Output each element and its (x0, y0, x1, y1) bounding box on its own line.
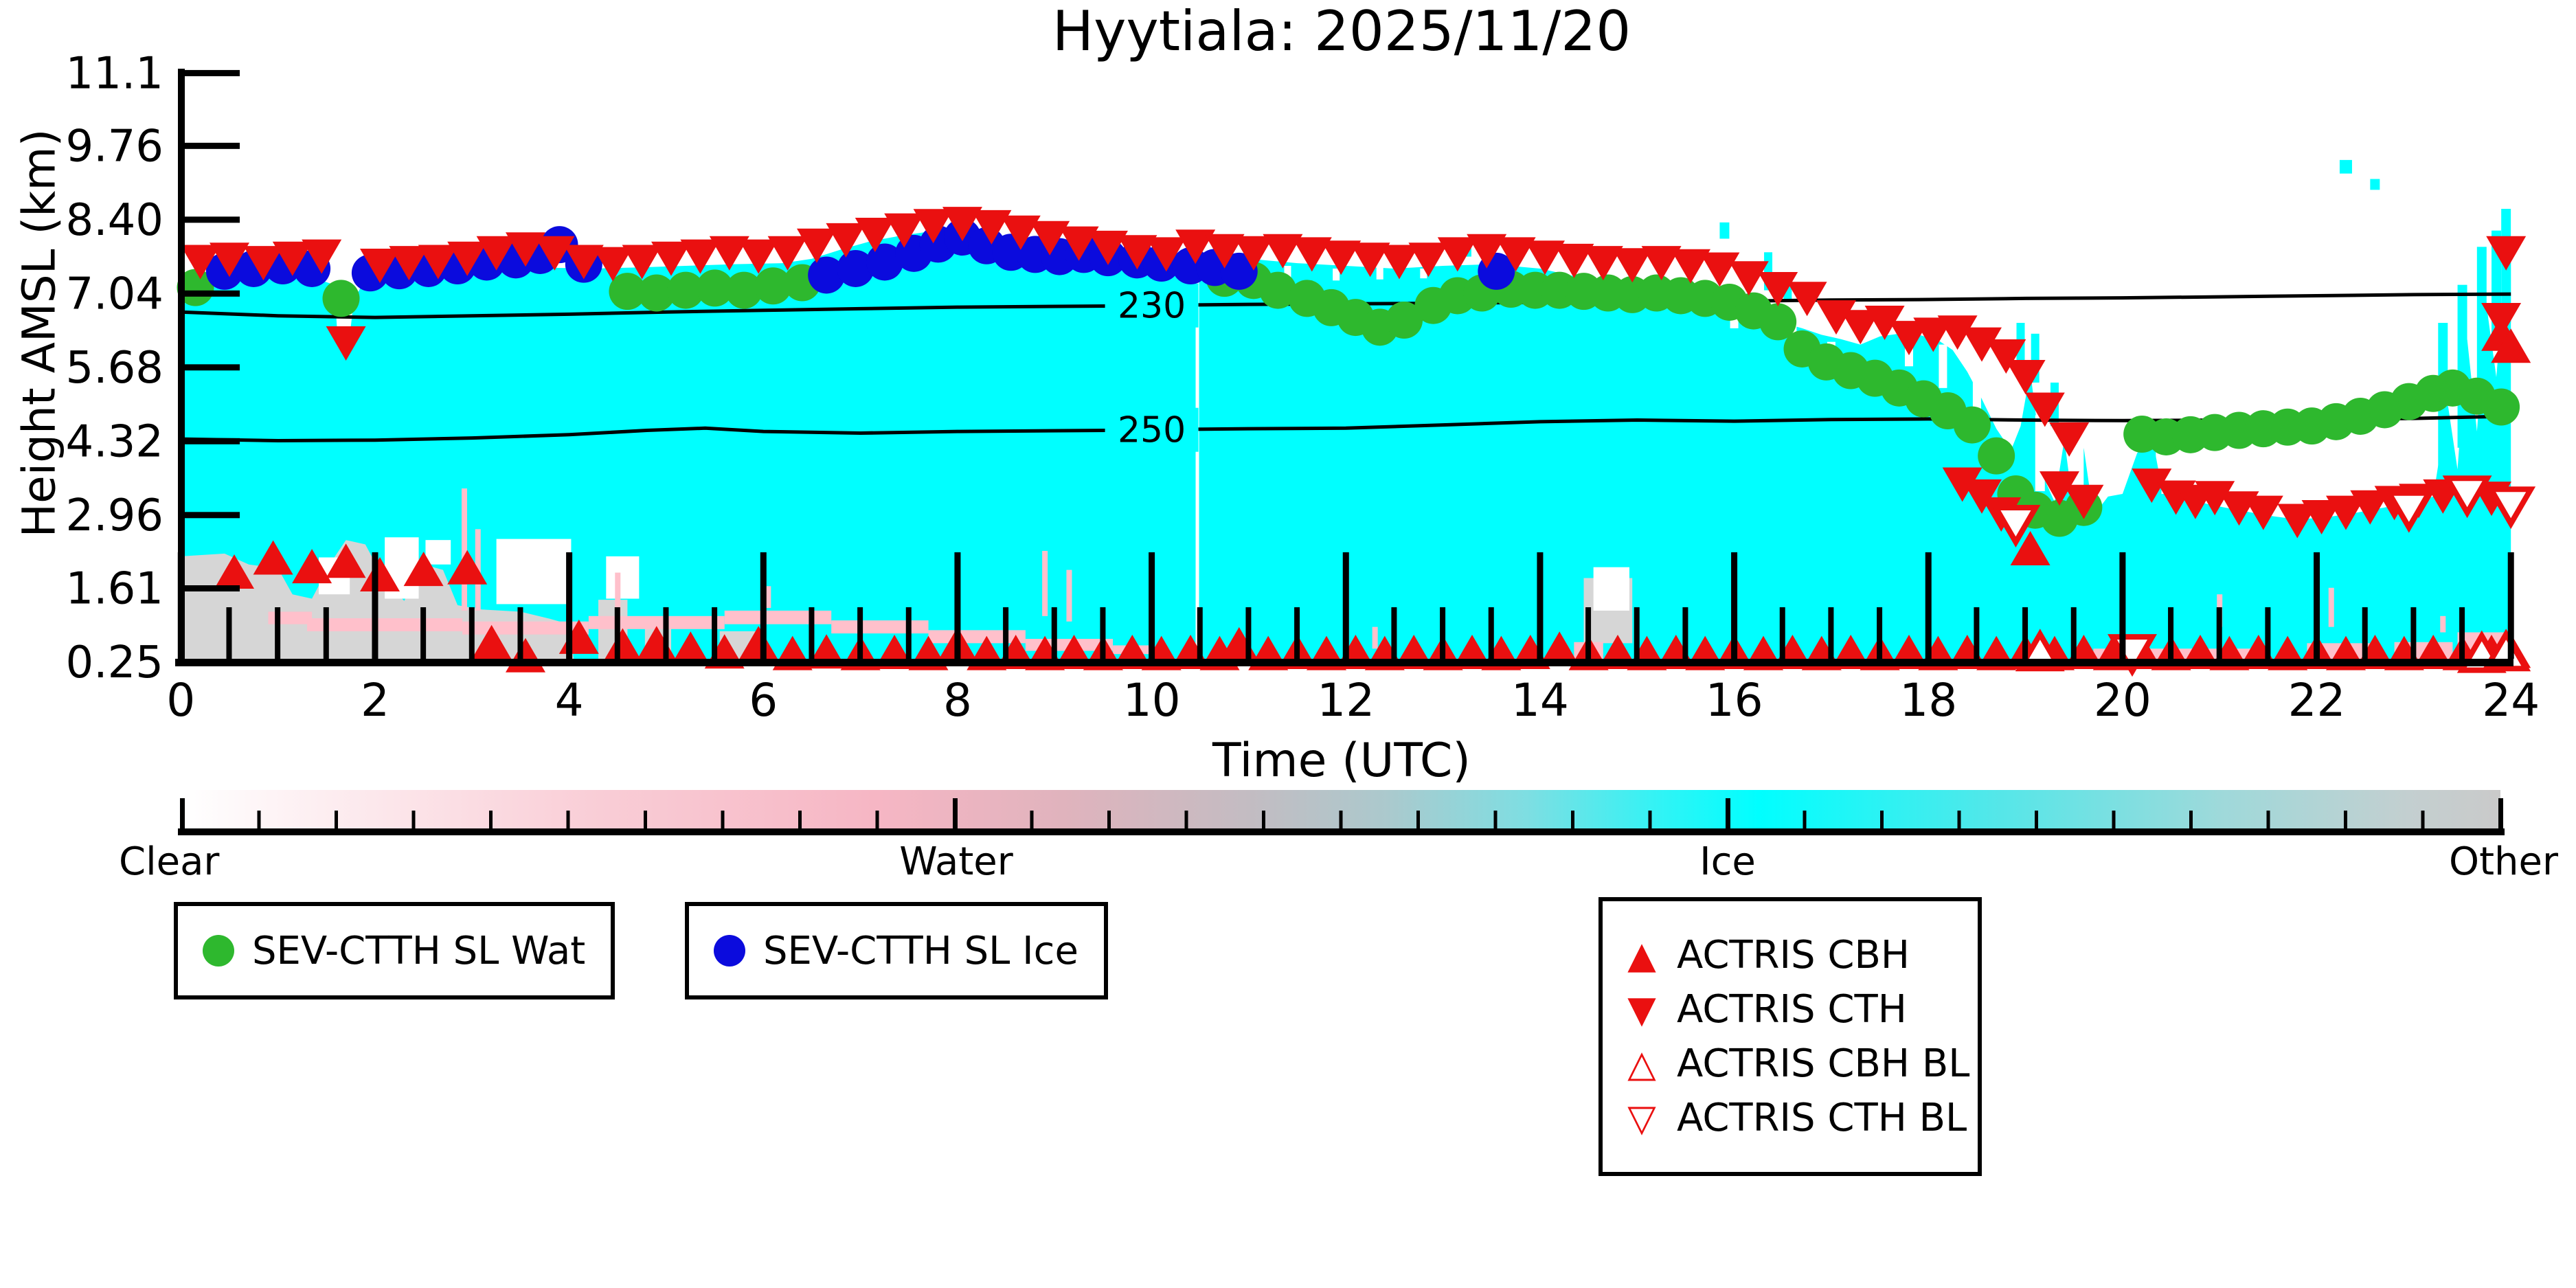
legend-item-actris-cth-bl: ▽ ACTRIS CTH BL (1622, 1096, 1967, 1140)
svg-text:250: 250 (1118, 410, 1186, 451)
svg-text:22: 22 (2288, 674, 2346, 727)
svg-text:9.76: 9.76 (66, 121, 164, 172)
svg-text:2.96: 2.96 (66, 490, 164, 541)
colorbar-label-other: Other (2448, 839, 2558, 884)
legend-label: ACTRIS CBH (1677, 933, 1910, 978)
legend-label: SEV-CTTH SL Ice (763, 928, 1078, 973)
colorbar (178, 790, 2505, 835)
legend-label: ACTRIS CTH BL (1677, 1096, 1967, 1140)
blue-dot-icon (714, 935, 745, 967)
triangle-up-open-icon: △ (1627, 1041, 1656, 1085)
svg-text:10: 10 (1123, 674, 1181, 727)
svg-text:18: 18 (1899, 674, 1957, 727)
legend-label: ACTRIS CBH BL (1677, 1041, 1970, 1086)
legend-label: ACTRIS CTH (1677, 987, 1907, 1032)
svg-text:20: 20 (2094, 674, 2151, 727)
svg-text:8.40: 8.40 (66, 195, 164, 246)
legend-label: SEV-CTTH SL Wat (252, 928, 586, 973)
triangle-down-open-icon: ▽ (1627, 1096, 1656, 1140)
legend-sev-ctth-sl-wat: SEV-CTTH SL Wat (174, 902, 615, 999)
svg-text:16: 16 (1706, 674, 1763, 727)
page-title: Hyytiala: 2025/11/20 (1052, 0, 1631, 63)
triangle-up-icon: ▲ (1627, 933, 1656, 977)
svg-text:6: 6 (749, 674, 778, 727)
triangle-down-icon: ▼ (1627, 987, 1656, 1031)
colorbar-label-ice: Ice (1699, 839, 1756, 884)
svg-text:24: 24 (2482, 674, 2540, 727)
legend-item-actris-cth: ▼ ACTRIS CTH (1622, 987, 1907, 1032)
svg-text:7.04: 7.04 (66, 269, 164, 319)
legend-sev-ctth-sl-ice: SEV-CTTH SL Ice (685, 902, 1108, 999)
axes: 11.19.768.407.045.684.322.961.610.250 2 4 6… (66, 48, 2540, 727)
svg-text:14: 14 (1511, 674, 1569, 727)
svg-text:11.1: 11.1 (66, 48, 164, 99)
legend-actris: ▲ ACTRIS CBH ▼ ACTRIS CTH △ ACTRIS CBH B… (1598, 897, 1982, 1176)
svg-text:12: 12 (1317, 674, 1375, 727)
svg-text:8: 8 (943, 674, 972, 727)
svg-text:1.61: 1.61 (66, 564, 164, 615)
legend-item-actris-cbh: ▲ ACTRIS CBH (1622, 933, 1910, 978)
svg-text:2: 2 (361, 674, 389, 727)
legend-item-actris-cbh-bl: △ ACTRIS CBH BL (1622, 1041, 1969, 1086)
svg-text:5.68: 5.68 (66, 343, 164, 394)
green-dot-icon (203, 935, 234, 967)
x-axis-label: Time (UTC) (1212, 734, 1471, 788)
series-actris-cth (180, 207, 2527, 539)
svg-text:230: 230 (1118, 286, 1186, 327)
colorbar-label-water: Water (899, 839, 1013, 884)
svg-text:4: 4 (555, 674, 584, 727)
svg-text:0.25: 0.25 (66, 637, 164, 688)
svg-text:0: 0 (166, 674, 195, 727)
svg-text:4.32: 4.32 (66, 416, 164, 467)
colorbar-label-clear: Clear (119, 839, 220, 884)
